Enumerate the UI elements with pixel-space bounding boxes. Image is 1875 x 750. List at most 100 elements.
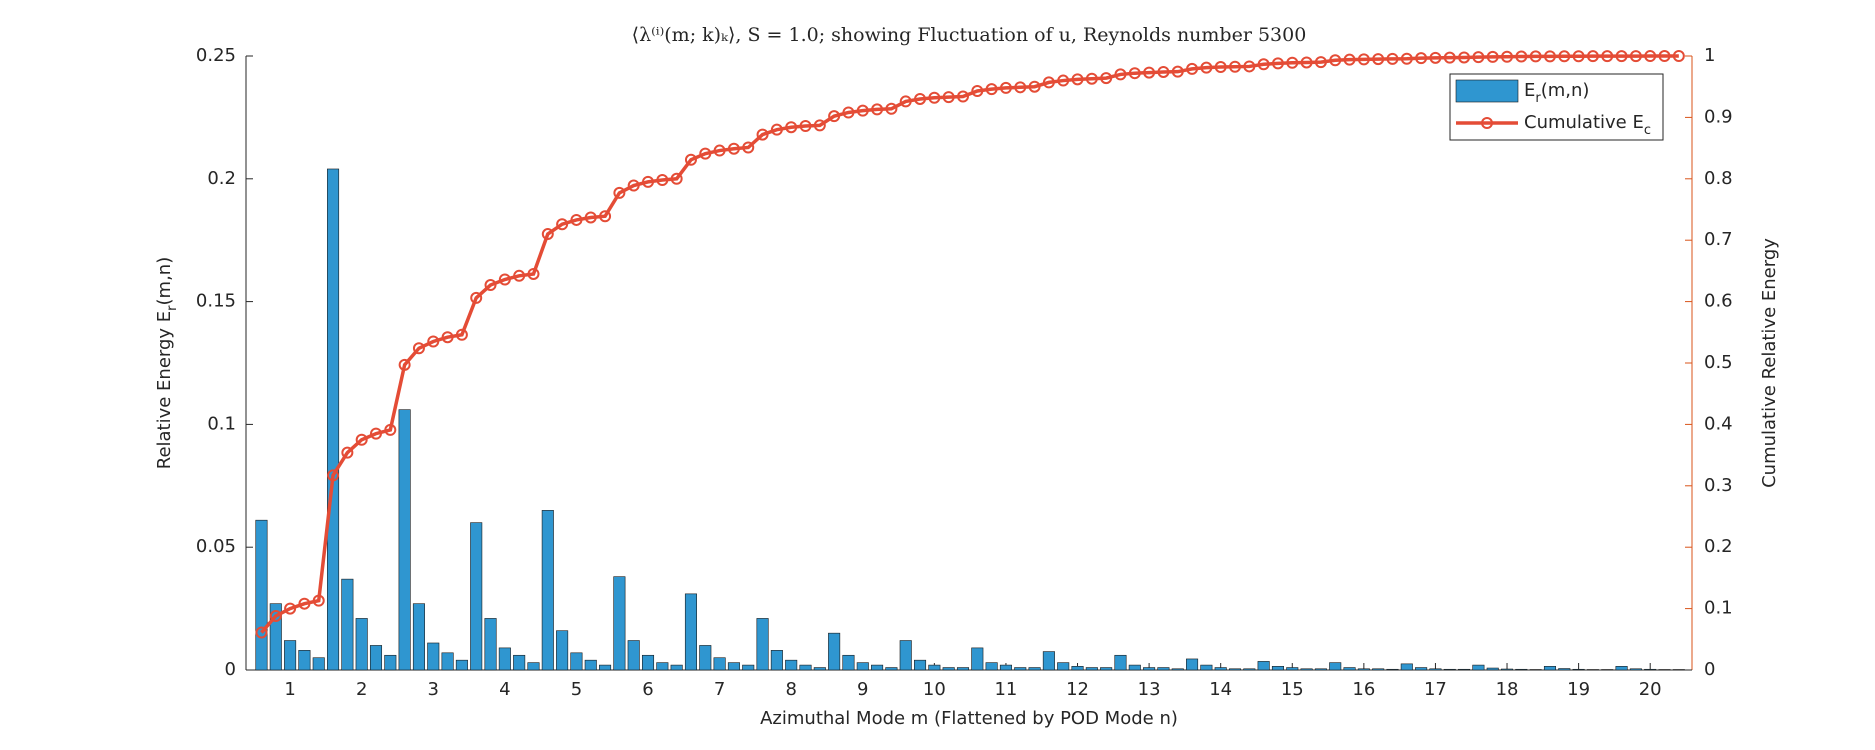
x-tick-label: 6 <box>642 679 653 700</box>
line-marker <box>1472 51 1485 64</box>
line-marker <box>1386 52 1399 65</box>
bar <box>1171 668 1184 671</box>
line-marker <box>1171 65 1184 78</box>
y-tick-label: 0.2 <box>207 168 236 189</box>
line-marker <box>498 273 511 286</box>
bar <box>1472 664 1485 671</box>
line-marker <box>1458 51 1471 64</box>
bar <box>470 522 483 671</box>
bar <box>627 640 640 671</box>
bar <box>498 647 511 671</box>
bar <box>1286 667 1299 671</box>
bar <box>1085 667 1098 671</box>
line-marker <box>1515 50 1528 63</box>
line-marker <box>627 179 640 192</box>
bar <box>441 652 454 671</box>
bar <box>942 667 955 671</box>
bar <box>756 618 769 671</box>
bar <box>599 664 612 671</box>
legend-label: Cumulative Ec <box>1524 112 1651 138</box>
line-marker <box>1100 72 1113 85</box>
line-marker <box>942 91 955 104</box>
y2-tick-label: 0.1 <box>1704 598 1733 619</box>
line-marker <box>455 328 468 341</box>
line-marker <box>341 446 354 459</box>
bar <box>656 662 669 671</box>
bar <box>699 645 712 671</box>
line-marker <box>1400 52 1413 65</box>
x-tick-label: 9 <box>857 679 868 700</box>
line-marker <box>1143 66 1156 79</box>
x-tick-label: 8 <box>785 679 796 700</box>
line-marker <box>770 123 783 136</box>
bar <box>570 652 583 671</box>
line-marker <box>255 626 268 639</box>
bar <box>369 645 383 671</box>
line-marker <box>1257 58 1270 71</box>
line-marker <box>985 83 998 96</box>
line-marker <box>914 92 927 105</box>
bar <box>1228 668 1242 671</box>
line-marker <box>842 106 855 119</box>
bar <box>298 650 311 671</box>
line-marker <box>1529 50 1542 63</box>
line-marker <box>899 95 912 108</box>
bar <box>1157 667 1170 671</box>
x-tick-label: 11 <box>994 679 1017 700</box>
legend-label-part: (m,n) <box>1541 80 1590 101</box>
legend-swatch <box>1455 79 1519 103</box>
y-axis-label-part: r <box>165 305 180 311</box>
x-tick-label: 18 <box>1496 679 1519 700</box>
y-tick-label: 0.15 <box>196 291 236 312</box>
line-marker <box>398 358 411 371</box>
y2-tick-label: 0.8 <box>1704 168 1733 189</box>
bar <box>914 659 927 671</box>
line-marker <box>785 121 798 134</box>
bar <box>1572 668 1585 671</box>
y2-tick-label: 0.6 <box>1704 291 1733 312</box>
line-marker <box>541 228 554 241</box>
line-marker <box>269 609 282 622</box>
line-marker <box>484 279 497 292</box>
bar <box>1372 668 1385 671</box>
line-marker <box>284 602 297 615</box>
line-marker <box>999 81 1012 94</box>
line-marker <box>327 469 340 482</box>
x-tick-label: 2 <box>356 679 367 700</box>
bar <box>1400 663 1413 671</box>
x-tick-label: 4 <box>499 679 510 700</box>
y2-axis-label: Cumulative Relative Energy <box>1759 238 1780 488</box>
bar <box>1415 667 1428 671</box>
line-marker <box>1229 60 1242 73</box>
bar <box>1615 666 1628 671</box>
bar <box>770 650 783 671</box>
bar <box>1558 668 1571 671</box>
bar <box>1071 666 1084 671</box>
line-marker <box>1214 61 1227 74</box>
x-tick-label: 19 <box>1567 679 1590 700</box>
line-marker <box>1085 72 1098 85</box>
line-marker <box>1243 60 1256 73</box>
bar <box>742 664 755 671</box>
x-tick-label: 15 <box>1281 679 1304 700</box>
line-marker <box>584 211 597 224</box>
line-marker <box>1372 53 1385 66</box>
bar <box>1314 668 1327 671</box>
bar <box>1515 668 1528 671</box>
line-marker <box>441 331 454 344</box>
line-marker <box>1443 51 1456 64</box>
line <box>260 54 1679 634</box>
bar <box>856 662 869 671</box>
line-marker <box>1658 50 1671 63</box>
line-marker <box>713 144 726 157</box>
y-axis-label: Relative Energy Er(m,n) <box>154 257 180 470</box>
line-marker <box>1200 61 1213 74</box>
bar <box>1028 667 1041 671</box>
x-tick-label: 20 <box>1639 679 1662 700</box>
bar <box>684 593 697 671</box>
bar <box>713 657 726 671</box>
line-marker <box>1615 50 1628 63</box>
bar <box>1042 651 1055 671</box>
line-marker <box>856 104 869 117</box>
